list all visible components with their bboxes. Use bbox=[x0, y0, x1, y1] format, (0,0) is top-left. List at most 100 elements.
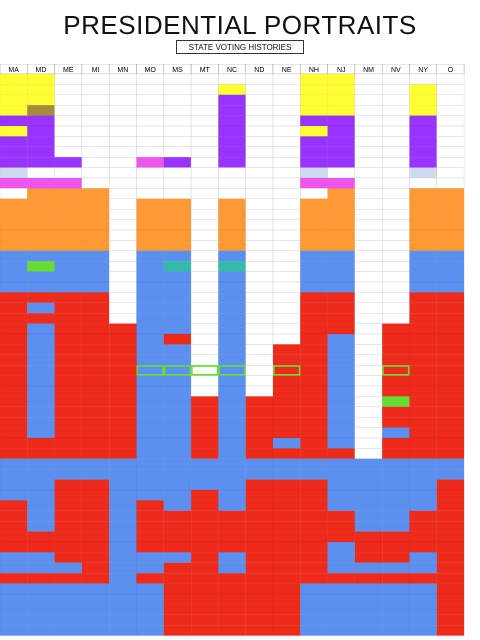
grid-cell bbox=[218, 614, 246, 626]
grid-cell bbox=[27, 500, 55, 511]
grid-cell bbox=[272, 84, 301, 95]
grid-cell bbox=[436, 136, 465, 148]
grid-cell bbox=[0, 531, 28, 543]
grid-cell bbox=[436, 125, 465, 137]
grid-cell bbox=[163, 417, 192, 428]
grid-cell bbox=[81, 552, 110, 563]
grid-cell bbox=[409, 458, 437, 470]
grid-cell bbox=[245, 167, 274, 179]
grid-cell bbox=[218, 437, 246, 449]
grid-cell bbox=[218, 406, 246, 418]
grid-cell bbox=[409, 105, 437, 116]
grid-cell bbox=[245, 583, 274, 595]
grid-cell bbox=[354, 250, 383, 262]
grid-cell bbox=[218, 552, 246, 563]
grid-cell bbox=[436, 437, 465, 449]
grid-cell bbox=[327, 219, 356, 231]
grid-cell bbox=[218, 208, 246, 220]
grid-cell bbox=[190, 521, 219, 532]
column-header-label: O bbox=[448, 67, 454, 74]
grid-cell bbox=[190, 105, 219, 116]
grid-cell bbox=[0, 125, 28, 137]
grid-cell bbox=[163, 271, 192, 283]
column-header-label: NH bbox=[309, 67, 319, 74]
grid-cell bbox=[108, 84, 137, 95]
grid-cell bbox=[409, 614, 437, 626]
grid-cell bbox=[136, 292, 164, 303]
grid-cell bbox=[245, 240, 274, 251]
grid-cell bbox=[409, 593, 437, 605]
grid-cell bbox=[218, 146, 246, 158]
grid-cell bbox=[108, 510, 137, 522]
grid-cell bbox=[136, 396, 164, 407]
grid-cell bbox=[27, 198, 55, 210]
grid-cell bbox=[327, 469, 356, 480]
grid-cell bbox=[382, 489, 410, 501]
grid-cell bbox=[382, 531, 410, 543]
grid-cell bbox=[27, 208, 55, 220]
grid-cell bbox=[272, 136, 301, 148]
grid-cell bbox=[272, 219, 301, 231]
grid-cell bbox=[163, 344, 192, 355]
grid-cell bbox=[272, 427, 301, 439]
grid-cell bbox=[81, 240, 110, 251]
grid-cell bbox=[163, 292, 192, 303]
grid-cell bbox=[27, 292, 55, 303]
grid-cell bbox=[272, 510, 301, 522]
grid-cell bbox=[354, 448, 383, 459]
grid-cell bbox=[163, 427, 192, 439]
grid-cell bbox=[54, 437, 83, 449]
grid-cell bbox=[382, 188, 410, 200]
grid-cell bbox=[0, 573, 28, 584]
grid-cell bbox=[190, 115, 219, 127]
grid-cell bbox=[272, 94, 301, 106]
grid-cell bbox=[108, 625, 137, 636]
grid-cell bbox=[218, 344, 246, 355]
grid-cell bbox=[218, 354, 246, 366]
grid-cell bbox=[409, 198, 437, 210]
grid-cell bbox=[300, 105, 328, 116]
grid-cell bbox=[0, 541, 28, 553]
grid-cell bbox=[218, 292, 246, 303]
grid-cell bbox=[436, 531, 465, 543]
column-header-label: NY bbox=[418, 67, 428, 74]
grid-cell bbox=[81, 541, 110, 553]
grid-cell bbox=[272, 500, 301, 511]
grid-cell bbox=[245, 344, 274, 355]
grid-cell bbox=[382, 448, 410, 459]
grid-cell bbox=[409, 385, 437, 397]
grid-cell bbox=[245, 437, 274, 449]
grid-cell bbox=[136, 541, 164, 553]
grid-cell bbox=[81, 458, 110, 470]
grid-cell bbox=[272, 344, 301, 355]
grid-cell bbox=[327, 292, 356, 303]
grid-cell bbox=[0, 448, 28, 459]
grid-cell bbox=[272, 469, 301, 480]
grid-cell bbox=[382, 614, 410, 626]
grid-cell bbox=[136, 437, 164, 449]
grid-cell bbox=[436, 521, 465, 532]
grid-cell bbox=[218, 417, 246, 428]
grid-cell bbox=[382, 479, 410, 491]
grid-cell bbox=[245, 115, 274, 127]
grid-cell bbox=[409, 354, 437, 366]
grid-cell bbox=[81, 500, 110, 511]
grid-cell bbox=[54, 583, 83, 595]
grid-cell bbox=[327, 167, 356, 179]
grid-cell bbox=[409, 344, 437, 355]
grid-cell bbox=[136, 427, 164, 439]
grid-cell bbox=[0, 312, 28, 324]
grid-cell bbox=[54, 479, 83, 491]
grid-cell bbox=[136, 531, 164, 543]
grid-cell bbox=[300, 281, 328, 293]
grid-cell bbox=[108, 406, 137, 418]
grid-cell bbox=[272, 177, 301, 189]
grid-cell bbox=[108, 271, 137, 283]
column-header-label: ME bbox=[63, 67, 74, 74]
grid-cell bbox=[409, 312, 437, 324]
grid-cell bbox=[245, 323, 274, 335]
grid-cell bbox=[327, 354, 356, 366]
grid-cell bbox=[190, 458, 219, 470]
grid-cell bbox=[218, 240, 246, 251]
grid-cell bbox=[81, 281, 110, 293]
